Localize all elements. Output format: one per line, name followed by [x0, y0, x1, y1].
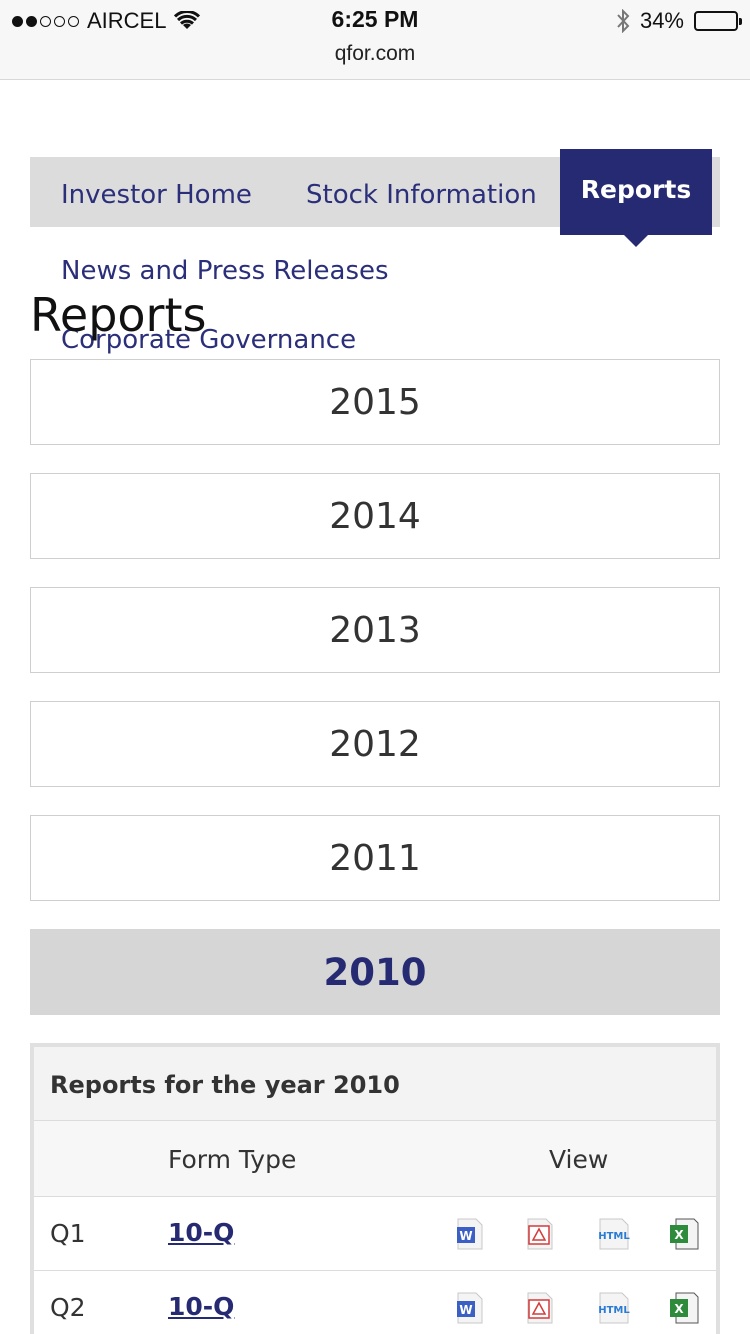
svg-text:W: W	[459, 1229, 472, 1243]
pdf-icon[interactable]	[524, 1217, 556, 1251]
year-button-2015[interactable]: 2015	[30, 359, 720, 445]
svg-text:X: X	[674, 1228, 684, 1242]
svg-text:HTML: HTML	[598, 1231, 630, 1242]
excel-icon[interactable]: X	[668, 1291, 700, 1325]
table-caption-text: Reports for the year 2010	[50, 1071, 400, 1099]
battery-percent: 34%	[639, 8, 684, 33]
html-icon[interactable]: HTML	[594, 1291, 634, 1325]
row-period: Q1	[50, 1219, 86, 1248]
nav-corporate-governance[interactable]: Corporate Governance	[61, 325, 357, 355]
year-button-2012[interactable]: 2012	[30, 701, 720, 787]
table-header: Form Type View	[34, 1121, 716, 1197]
pdf-icon[interactable]	[524, 1291, 556, 1325]
page-title: Reports	[30, 288, 207, 342]
year-button-2011[interactable]: 2011	[30, 815, 720, 901]
svg-text:HTML: HTML	[598, 1305, 630, 1316]
word-icon[interactable]: W	[454, 1217, 486, 1251]
carrier-info: AIRCEL	[12, 8, 201, 34]
year-button-2014[interactable]: 2014	[30, 473, 720, 559]
nav-investor-home[interactable]: Investor Home	[61, 180, 252, 210]
year-button-2013[interactable]: 2013	[30, 587, 720, 673]
status-right: 34%	[616, 8, 742, 34]
html-icon[interactable]: HTML	[594, 1217, 634, 1251]
year-button-2010[interactable]: 2010	[30, 929, 720, 1015]
table-row: Q2 10-Q W HTML X	[34, 1271, 716, 1334]
wifi-icon	[174, 11, 201, 29]
url-label[interactable]: qfor.com	[334, 42, 416, 65]
bluetooth-icon	[617, 9, 630, 33]
nav-news-press-releases[interactable]: News and Press Releases	[61, 256, 389, 286]
svg-text:W: W	[459, 1303, 472, 1317]
signal-icon	[12, 15, 79, 27]
header-form-type: Form Type	[168, 1145, 297, 1174]
status-bar: AIRCEL 6:25 PM qfor.com 34%	[0, 0, 750, 80]
svg-text:X: X	[674, 1302, 684, 1316]
clock: 6:25 PM	[331, 6, 419, 32]
battery-icon	[694, 11, 742, 31]
form-link[interactable]: 10-Q	[168, 1218, 235, 1247]
header-view: View	[549, 1145, 609, 1174]
table-row: Q1 10-Q W HTML X	[34, 1197, 716, 1271]
nav-reports[interactable]: Reports	[560, 149, 712, 247]
reports-table: Reports for the year 2010 Form Type View…	[30, 1043, 720, 1334]
form-link[interactable]: 10-Q	[168, 1292, 235, 1321]
nav-stock-information[interactable]: Stock Information	[306, 180, 537, 210]
table-caption: Reports for the year 2010	[34, 1047, 716, 1121]
row-period: Q2	[50, 1293, 86, 1322]
carrier-name: AIRCEL	[87, 8, 167, 33]
word-icon[interactable]: W	[454, 1291, 486, 1325]
excel-icon[interactable]: X	[668, 1217, 700, 1251]
